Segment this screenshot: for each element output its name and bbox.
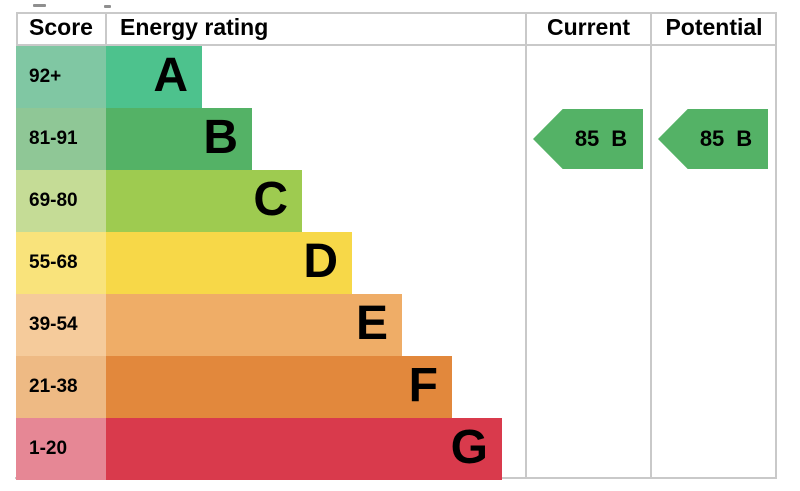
score-range-a: 92+ (16, 46, 106, 108)
band-row-c: 69-80 C (16, 170, 526, 232)
bar-d: D (106, 232, 352, 294)
score-range-b: 81-91 (16, 108, 106, 170)
bar-c: C (106, 170, 302, 232)
bar-f: F (106, 356, 452, 418)
score-header-divider (105, 12, 107, 46)
current-arrow: 85 B (533, 109, 643, 169)
header-energy-rating: Energy rating (120, 14, 269, 40)
table-top-border (16, 12, 777, 14)
current-grade: B (611, 126, 628, 151)
potential-grade: B (736, 126, 753, 151)
header-left-border (16, 12, 18, 46)
band-row-e: 39-54 E (16, 294, 526, 356)
band-rows: 92+ A 81-91 B 69-80 C 55-68 D 39-54 E 21… (16, 46, 526, 480)
band-row-b: 81-91 B (16, 108, 526, 170)
band-row-g: 1-20 G (16, 418, 526, 480)
score-range-e: 39-54 (16, 294, 106, 356)
grade-letter-f: F (408, 359, 438, 412)
score-range-f: 21-38 (16, 356, 106, 418)
header-bottom-border (16, 44, 777, 46)
bar-a: A (106, 46, 202, 108)
header-current: Current (546, 14, 631, 40)
score-range-g: 1-20 (16, 418, 106, 480)
band-row-f: 21-38 F (16, 356, 526, 418)
grade-letter-c: C (253, 173, 288, 226)
grade-letter-g: G (450, 421, 488, 474)
table-right-border (775, 12, 777, 479)
grade-letter-e: E (355, 297, 388, 350)
grade-letter-b: B (203, 111, 238, 164)
bar-b: B (106, 108, 252, 170)
potential-arrow: 85 B (658, 109, 768, 169)
header-potential: Potential (665, 14, 763, 40)
band-row-a: 92+ A (16, 46, 526, 108)
score-range-d: 55-68 (16, 232, 106, 294)
header-score: Score (29, 14, 93, 40)
current-column-border (525, 12, 527, 479)
grade-letter-d: D (303, 235, 338, 288)
potential-value: 85 (699, 126, 725, 151)
bar-g: G (106, 418, 502, 480)
bar-e: E (106, 294, 402, 356)
band-row-d: 55-68 D (16, 232, 526, 294)
cropped-text-artifact (33, 4, 46, 7)
potential-column-border (650, 12, 652, 479)
cropped-text-artifact (104, 5, 111, 8)
score-range-c: 69-80 (16, 170, 106, 232)
current-value: 85 (574, 126, 600, 151)
chart-table: Score Energy rating Current Potential 92… (15, 12, 777, 480)
grade-letter-a: A (153, 49, 188, 102)
